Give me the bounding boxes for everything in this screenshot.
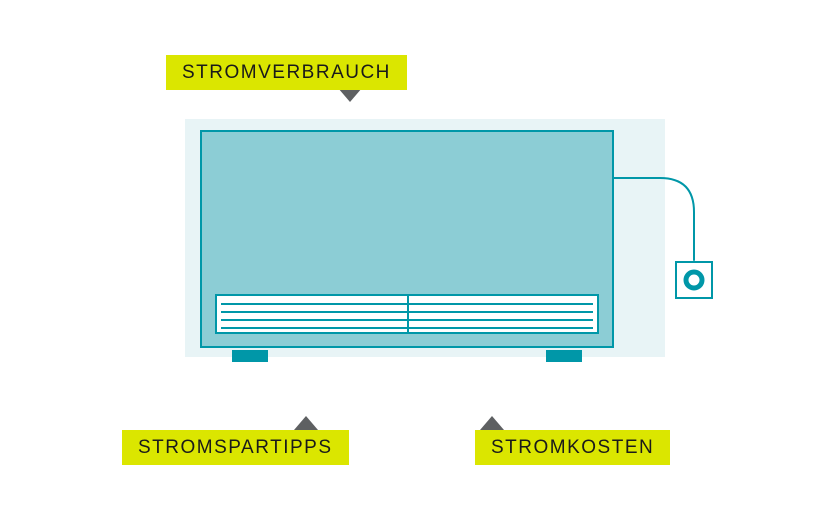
label-stromspartipps[interactable]: STROMSPARTIPPS bbox=[122, 430, 349, 465]
label-stromkosten[interactable]: STROMKOSTEN bbox=[475, 430, 670, 465]
heater-foot bbox=[232, 350, 268, 362]
infographic-stage: STROMVERBRAUCH STROMSPARTIPPS STROMKOSTE… bbox=[0, 0, 830, 508]
label-bottom-left-arrow bbox=[294, 416, 318, 430]
label-bottom-right-arrow bbox=[480, 416, 504, 430]
label-stromverbrauch[interactable]: STROMVERBRAUCH bbox=[166, 55, 407, 90]
grill-divider bbox=[407, 294, 409, 334]
label-top-arrow bbox=[338, 88, 362, 102]
heater-foot bbox=[546, 350, 582, 362]
